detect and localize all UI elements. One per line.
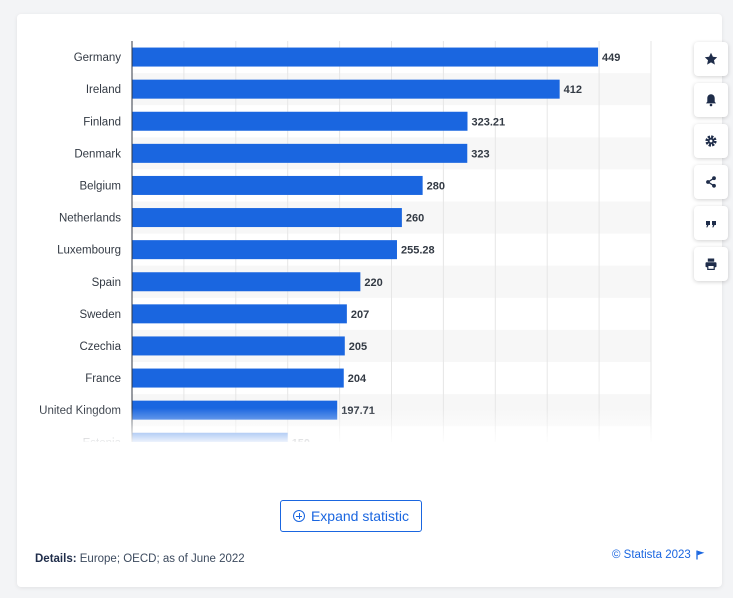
bar [132, 175, 423, 195]
value-label: 205 [349, 341, 367, 353]
category-label: Denmark [74, 148, 121, 160]
bar [132, 143, 468, 163]
bar [132, 304, 347, 324]
value-label: 449 [602, 52, 620, 64]
details-label: Details: [35, 553, 77, 565]
print-button[interactable] [694, 247, 728, 281]
category-label: Czechia [79, 341, 121, 353]
value-label: 204 [348, 373, 367, 385]
bar [132, 336, 345, 356]
category-label: Ireland [86, 84, 121, 96]
star-icon [704, 52, 718, 65]
category-label: Sweden [79, 309, 121, 321]
value-label: 260 [406, 213, 424, 225]
category-label: Luxembourg [57, 245, 121, 257]
plus-circle-icon [292, 510, 305, 522]
bar [132, 79, 560, 99]
details-text: Europe; OECD; as of June 2022 [79, 553, 245, 565]
plot-area: Germany 449 Ireland 412 Finland 323.21 Denmark… [39, 41, 652, 442]
bar [132, 208, 402, 228]
category-label: Belgium [79, 180, 121, 192]
gear-icon [705, 135, 717, 147]
settings-button[interactable] [694, 124, 728, 158]
bar-chart: Germany 449 Ireland 412 Finland 323.21 Denmark… [17, 41, 722, 442]
chart-card: Germany 449 Ireland 412 Finland 323.21 Denmark… [17, 14, 728, 587]
bell-icon [706, 94, 716, 107]
share-icon [706, 176, 716, 188]
value-label: 280 [427, 180, 445, 192]
details-note: Details: Europe; OECD; as of June 2022 [35, 553, 245, 565]
copyright-text: © Statista 2023 [612, 549, 691, 561]
bar [132, 272, 361, 292]
value-label: 323.21 [471, 116, 505, 128]
value-label: 207 [351, 309, 369, 321]
flag-icon [696, 550, 705, 560]
category-label: Germany [74, 52, 122, 64]
quote-icon [706, 221, 716, 228]
value-label: 220 [364, 277, 382, 289]
value-label: 412 [564, 84, 582, 96]
bar [132, 368, 344, 388]
expand-statistic-button[interactable]: Expand statistic [280, 500, 422, 532]
bar [132, 240, 397, 260]
side-toolbar [694, 42, 728, 288]
scroll-fade [17, 408, 722, 442]
value-label: 255.28 [401, 245, 435, 257]
notification-button[interactable] [694, 83, 728, 117]
print-icon [705, 258, 717, 270]
category-label: Finland [83, 116, 121, 128]
share-button[interactable] [694, 165, 728, 199]
cite-button[interactable] [694, 206, 728, 240]
favorite-button[interactable] [694, 42, 728, 76]
category-label: Netherlands [59, 213, 121, 225]
bar [132, 111, 468, 131]
expand-statistic-label: Expand statistic [310, 508, 410, 524]
copyright-link[interactable]: © Statista 2023 [612, 549, 705, 561]
value-label: 323 [471, 148, 489, 160]
bar [132, 47, 599, 67]
category-label: France [85, 373, 121, 385]
category-label: Spain [92, 277, 121, 289]
